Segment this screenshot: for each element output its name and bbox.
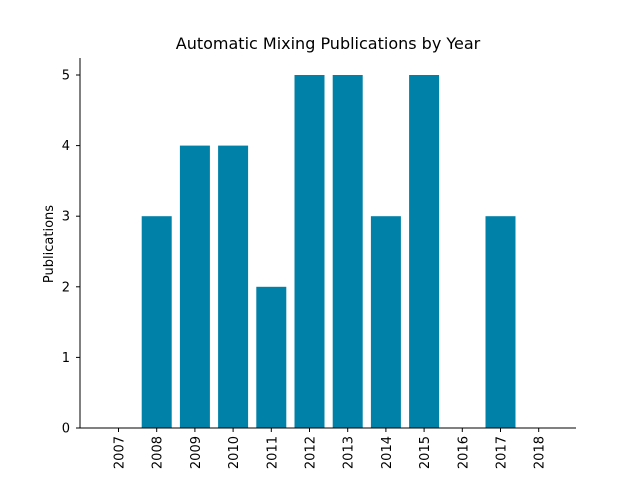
x-tick-label: 2009 (189, 436, 204, 469)
bar-2009 (179, 145, 210, 428)
x-tick-label: 2010 (227, 436, 242, 469)
y-tick-label: 5 (62, 69, 70, 84)
x-tick-label: 2015 (418, 436, 433, 469)
x-tick-label: 2013 (342, 436, 357, 469)
bar-2015 (409, 75, 440, 428)
bar-2017 (485, 216, 516, 428)
x-tick-label: 2014 (380, 436, 395, 469)
x-tick-label: 2018 (533, 436, 548, 469)
bars-group (141, 75, 516, 428)
y-tick-label: 4 (62, 139, 70, 154)
x-tick-label: 2011 (265, 436, 280, 469)
x-tick-label: 2017 (495, 436, 510, 469)
x-axis: 2007 2008 2009 2010 2011 2012 2013 2014 2015 2016… (80, 427, 576, 469)
bar-2010 (218, 145, 249, 428)
bar-2011 (256, 286, 287, 428)
y-tick-label: 2 (62, 280, 70, 295)
y-axis-label: Publications (42, 205, 57, 283)
x-tick-label: 2007 (113, 436, 128, 469)
x-tick-label: 2008 (151, 436, 166, 469)
y-tick-label: 3 (62, 210, 70, 225)
y-tick-label: 0 (62, 422, 70, 437)
bar-2008 (141, 216, 172, 428)
bar-2013 (332, 75, 363, 428)
y-tick-label: 1 (62, 351, 70, 366)
x-tick-label: 2016 (456, 436, 471, 469)
x-tick-label: 2012 (304, 436, 319, 469)
bar-2014 (370, 216, 401, 428)
y-axis: 0 1 2 3 4 5 (62, 58, 81, 437)
bar-2012 (294, 75, 325, 428)
chart-title: Automatic Mixing Publications by Year (176, 34, 481, 53)
